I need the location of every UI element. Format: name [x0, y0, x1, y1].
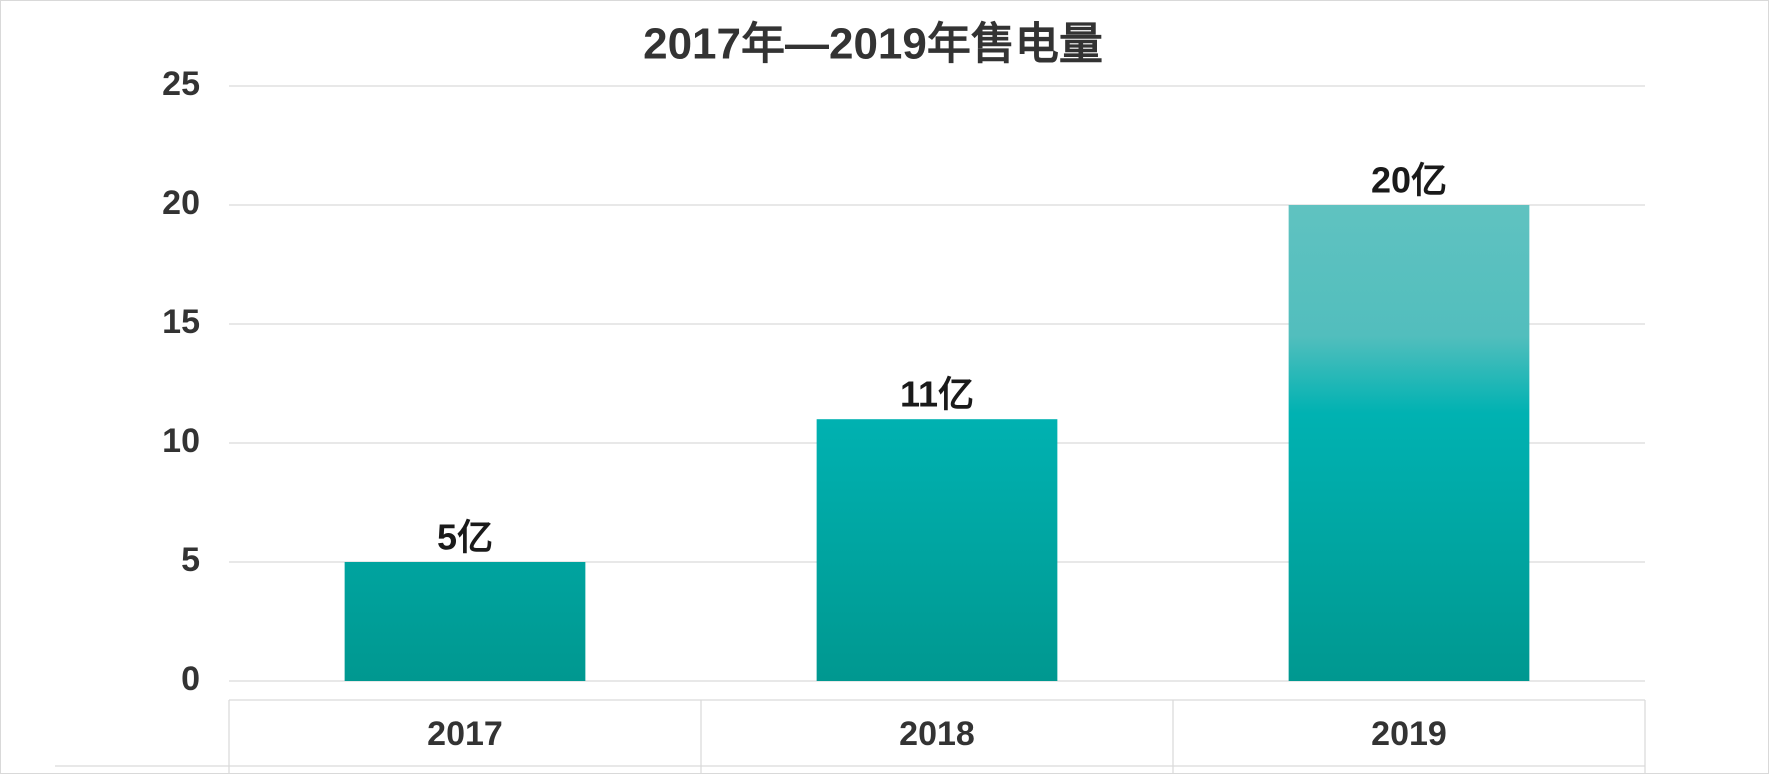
y-tick-label: 0	[181, 660, 200, 698]
y-tick-label: 25	[162, 65, 200, 103]
x-tick-label: 2019	[1371, 715, 1447, 753]
y-tick-label: 10	[162, 422, 200, 460]
bar	[1288, 205, 1530, 681]
x-tick-label: 2017	[427, 715, 503, 753]
bar	[816, 419, 1058, 681]
y-tick-label: 5	[181, 541, 200, 579]
data-label: 5亿	[437, 517, 493, 558]
y-tick-label: 15	[162, 303, 200, 341]
chart-title: 2017年—2019年售电量	[643, 20, 1103, 69]
y-tick-label: 20	[162, 184, 200, 222]
data-label: 11亿	[900, 374, 974, 415]
data-label: 20亿	[1371, 160, 1447, 201]
x-tick-label: 2018	[899, 715, 975, 753]
bar	[344, 562, 586, 681]
